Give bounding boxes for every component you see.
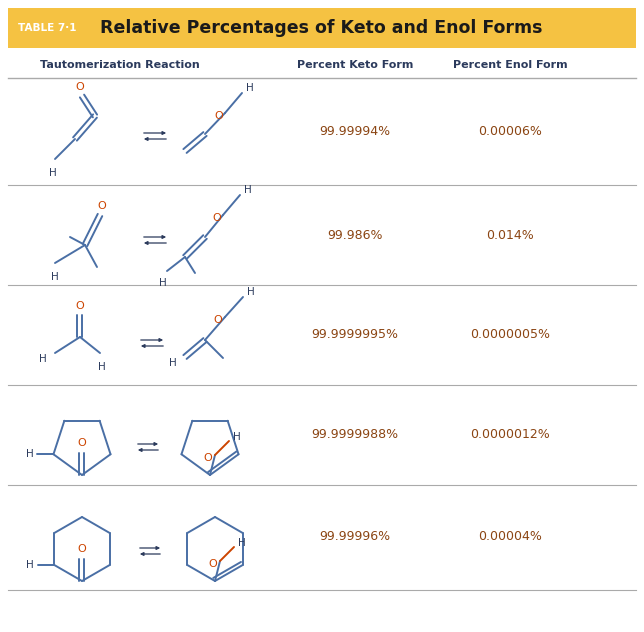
Text: Percent Enol Form: Percent Enol Form <box>453 60 567 70</box>
Text: 99.99996%: 99.99996% <box>319 530 390 544</box>
Text: 0.00006%: 0.00006% <box>478 125 542 138</box>
Text: O: O <box>98 201 106 211</box>
Text: 0.00004%: 0.00004% <box>478 530 542 544</box>
Text: H: H <box>98 362 106 372</box>
Text: O: O <box>214 111 223 121</box>
Text: O: O <box>75 301 84 311</box>
Text: O: O <box>75 82 84 92</box>
Text: H: H <box>51 272 59 282</box>
Bar <box>8 8 636 48</box>
Text: Relative Percentages of Keto and Enol Forms: Relative Percentages of Keto and Enol Fo… <box>100 19 542 37</box>
Text: O: O <box>213 213 221 223</box>
Text: 99.986%: 99.986% <box>327 229 383 241</box>
Text: O: O <box>204 453 212 463</box>
Text: H: H <box>159 278 167 288</box>
Text: H: H <box>49 168 57 178</box>
Text: 99.9999988%: 99.9999988% <box>312 428 399 442</box>
Text: H: H <box>233 432 241 442</box>
Text: O: O <box>208 559 217 569</box>
Text: 0.0000012%: 0.0000012% <box>470 428 550 442</box>
Text: H: H <box>238 538 246 548</box>
Text: H: H <box>247 287 255 297</box>
Text: TABLE 7·1: TABLE 7·1 <box>18 23 77 33</box>
Text: H: H <box>169 358 177 368</box>
Text: Tautomerization Reaction: Tautomerization Reaction <box>40 60 200 70</box>
Text: 0.014%: 0.014% <box>486 229 534 241</box>
Text: O: O <box>213 315 222 325</box>
Text: 99.9999995%: 99.9999995% <box>312 329 399 341</box>
Text: O: O <box>78 544 86 554</box>
Text: 99.99994%: 99.99994% <box>319 125 390 138</box>
Text: H: H <box>26 560 34 570</box>
Text: H: H <box>246 83 254 93</box>
Text: H: H <box>26 449 33 459</box>
Text: 0.0000005%: 0.0000005% <box>470 329 550 341</box>
Text: Percent Keto Form: Percent Keto Form <box>297 60 413 70</box>
Text: H: H <box>39 354 47 364</box>
Text: H: H <box>244 185 252 195</box>
Text: O: O <box>78 438 86 448</box>
